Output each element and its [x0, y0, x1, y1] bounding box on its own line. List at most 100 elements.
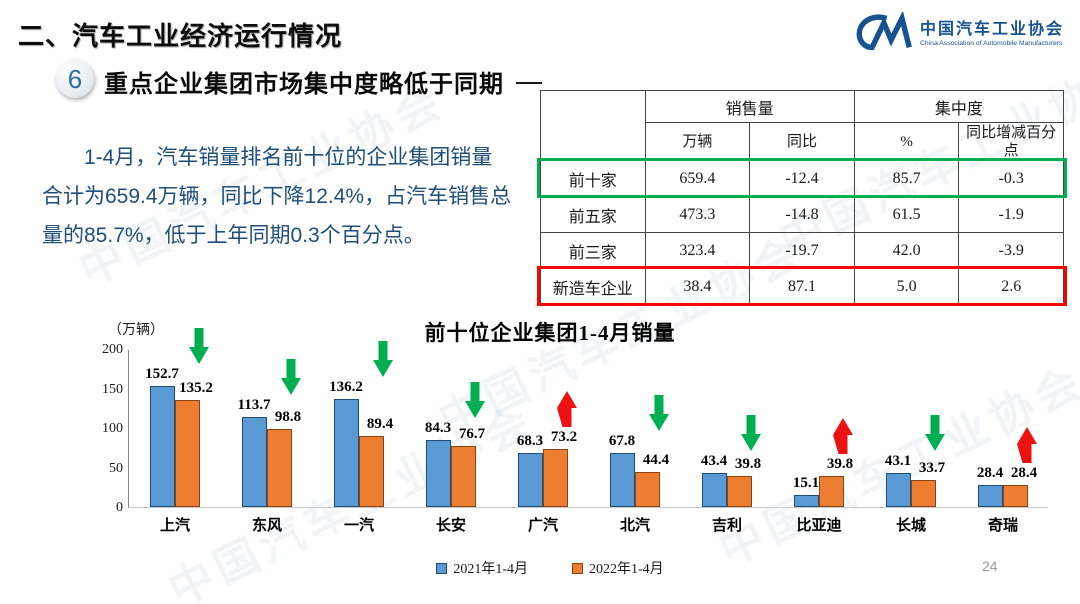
bar-2022 — [911, 480, 936, 507]
bar-group: 28.4 28.4 奇瑞 — [957, 350, 1049, 534]
legend-label: 2022年1-4月 — [589, 562, 664, 577]
trend-arrow-up-icon — [833, 417, 853, 454]
bar-value-2021: 68.3 — [516, 433, 544, 450]
x-axis-category-label: 比亚迪 — [796, 518, 842, 534]
bar-value-2022: 33.7 — [918, 460, 946, 477]
bar-2022 — [727, 475, 752, 507]
x-axis-category-label: 北汽 — [619, 518, 650, 534]
bar-2022 — [1003, 484, 1028, 507]
page-number: 24 — [982, 558, 998, 574]
bar-2022 — [543, 449, 568, 507]
bar-group: 152.7 135.2 上汽 — [129, 328, 221, 534]
bar-2021 — [978, 484, 1003, 507]
table-cell: 659.4 — [644, 160, 751, 197]
caam-logo-name-en: China Association of Automobile Manufact… — [919, 40, 1063, 47]
table-cell: -1.9 — [958, 196, 1064, 233]
table-cell: 2.6 — [958, 268, 1064, 305]
trend-arrow-up-icon — [557, 391, 577, 428]
bar-value-2021: 28.4 — [976, 464, 1004, 481]
chart-unit-label: （万辆） — [108, 323, 164, 338]
headline-decorative-line — [516, 82, 542, 84]
table-cell: 5.0 — [853, 268, 960, 305]
table-cell: -3.9 — [958, 232, 1064, 269]
bar-value-2021: 43.4 — [700, 452, 728, 469]
caam-logo: 中国汽车工业协会 China Association of Automobile… — [854, 10, 1064, 51]
table-cell: -12.4 — [749, 160, 855, 197]
caam-logo-name-cn: 中国汽车工业协会 — [919, 21, 1064, 38]
bar-value-2022: 135.2 — [179, 380, 213, 397]
table-cell: 38.4 — [644, 268, 751, 305]
table-row: 前五家 473.3 -14.8 61.5 -1.9 — [540, 196, 1064, 233]
table-cell: 87.1 — [749, 268, 855, 305]
bar-2021 — [610, 453, 635, 507]
bar-group: 15.1 39.8 比亚迪 — [773, 350, 865, 534]
table-cell: 323.4 — [644, 232, 751, 269]
bar-value-2021: 84.3 — [424, 420, 452, 437]
table-row: 前三家 323.4 -19.7 42.0 -3.9 — [540, 232, 1064, 269]
bar-2021 — [518, 453, 543, 507]
legend-swatch — [436, 562, 448, 574]
bar-group: 68.3 73.2 广汽 — [497, 350, 589, 534]
chart-plot-area: 0 50 100 150 200 152.7 135.2 上汽 113.7 98.8 东风 136.2… — [102, 328, 1049, 534]
trend-arrow-down-icon — [465, 382, 485, 419]
trend-arrow-down-icon — [741, 414, 761, 451]
table-cell: 85.7 — [853, 160, 960, 197]
table-cell: -14.8 — [749, 196, 855, 233]
x-axis-category-label: 长安 — [435, 518, 466, 534]
legend-item: 2021年1-4月 — [436, 558, 528, 578]
bar-2022 — [635, 471, 660, 507]
table-row: 前十家 659.4 -12.4 85.7 -0.3 — [540, 160, 1064, 197]
bar-value-2022: 98.8 — [274, 408, 302, 425]
bar-2021 — [794, 495, 819, 507]
table-corner-cell — [540, 90, 646, 161]
trend-arrow-down-icon — [925, 414, 945, 451]
bar-2021 — [242, 417, 267, 507]
y-axis-tick-label: 200 — [102, 342, 123, 357]
bar-value-2021: 113.7 — [237, 397, 271, 414]
bar-value-2021: 136.2 — [329, 379, 363, 396]
bar-2022 — [267, 428, 292, 507]
bar-2022 — [175, 400, 200, 507]
table-cell: 473.3 — [644, 196, 751, 233]
bar-2021 — [886, 472, 911, 507]
chart-title: 前十位企业集团1-4月销量 — [424, 321, 676, 345]
caam-logo-icon — [854, 10, 912, 51]
table-cell: -19.7 — [749, 232, 855, 269]
x-axis-category-label: 广汽 — [527, 518, 558, 534]
headline-number-badge: 6 — [56, 60, 94, 98]
headline-title-text: 重点企业集团市场集中度略低于同期 — [104, 71, 504, 98]
table-subheader-yoy: 同比 — [749, 122, 855, 161]
table-row-label: 前五家 — [540, 196, 646, 233]
y-axis-tick-label: 50 — [109, 460, 123, 476]
x-axis-category-label: 长城 — [895, 518, 926, 534]
table-row-label: 前十家 — [540, 160, 646, 197]
table-row-label: 前三家 — [540, 232, 646, 269]
table-group-header-sales: 销售量 — [644, 90, 855, 123]
bar-value-2022: 39.8 — [826, 455, 854, 472]
bar-2021 — [702, 472, 727, 507]
table-row: 新造车企业 38.4 87.1 5.0 2.6 — [540, 268, 1064, 305]
bar-2022 — [451, 446, 476, 507]
bar-group: 43.1 33.7 长城 — [865, 350, 957, 534]
concentration-table: 销售量 集中度 万辆 同比 % 同比增减百分点 前十家 659.4 -12.4 85.… — [537, 90, 1067, 306]
x-axis-category-label: 上汽 — [159, 518, 190, 534]
x-axis-category-label: 吉利 — [711, 518, 742, 534]
legend-swatch — [572, 562, 583, 574]
bar-value-2021: 43.1 — [884, 452, 912, 469]
bar-group: 67.8 44.4 北汽 — [589, 350, 681, 534]
headline-title: 重点企业集团市场集中度略低于同期 — [104, 64, 542, 99]
table-subheader-volume: 万辆 — [644, 122, 751, 161]
trend-arrow-down-icon — [281, 359, 301, 396]
bar-2021 — [334, 399, 359, 507]
bar-value-2022: 28.4 — [1010, 464, 1038, 481]
bar-group: 84.3 76.7 长安 — [405, 350, 497, 534]
trend-arrow-down-icon — [373, 341, 393, 378]
bar-value-2021: 152.7 — [145, 366, 179, 383]
bar-value-2022: 44.4 — [642, 451, 670, 468]
table-subheader-percent: % — [853, 122, 960, 161]
table-cell: -0.3 — [958, 160, 1064, 197]
summary-paragraph: 1-4月，汽车销量排名前十位的企业集团销量合计为659.4万辆，同比下降12.4… — [42, 146, 512, 247]
trend-arrow-up-icon — [1017, 426, 1037, 463]
y-axis-tick-label: 100 — [102, 421, 123, 436]
